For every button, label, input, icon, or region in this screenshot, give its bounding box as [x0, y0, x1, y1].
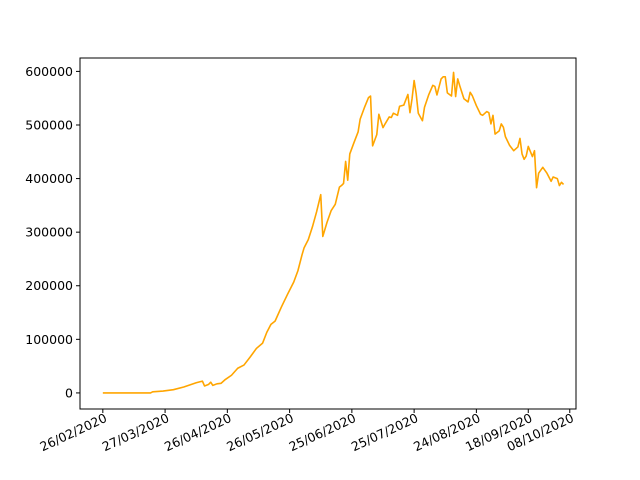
plot-area: [80, 58, 576, 409]
x-tick-label: 26/05/2020: [224, 410, 296, 454]
x-tick-label: 25/07/2020: [349, 410, 421, 454]
x-tick-label: 27/03/2020: [100, 410, 172, 454]
y-tick-label: 400000: [25, 171, 73, 186]
series-line-1: [102, 71, 565, 394]
x-tick-label: 26/04/2020: [162, 410, 234, 454]
y-axis: 0 100000 200000 300000 400000 500000 600000: [25, 64, 80, 400]
y-tick-label: 300000: [25, 225, 73, 240]
x-axis: 26/02/202027/03/202026/04/202026/05/2020…: [37, 409, 576, 454]
plot-frame: [79, 57, 577, 410]
y-tick-label: 200000: [25, 278, 73, 293]
y-tick-label: 100000: [25, 332, 73, 347]
series-layer: [102, 71, 565, 394]
y-tick-label: 0: [65, 385, 73, 400]
x-tick-label: 26/02/2020: [37, 410, 109, 454]
y-tick-label: 600000: [25, 64, 73, 79]
y-tick-label: 500000: [25, 117, 73, 132]
x-tick-label: 25/06/2020: [286, 410, 358, 454]
